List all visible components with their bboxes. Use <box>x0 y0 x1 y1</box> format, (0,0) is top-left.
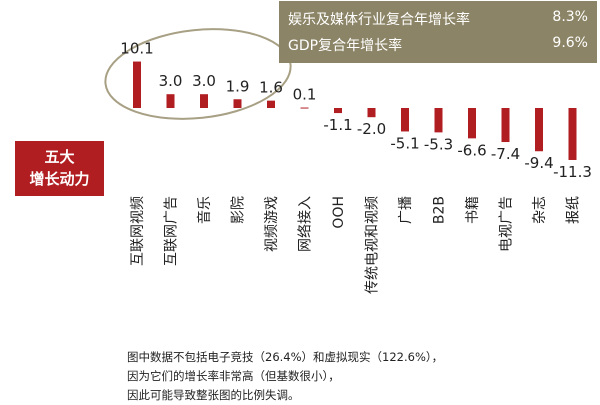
data-label: -11.3 <box>553 163 592 181</box>
bar <box>267 100 275 108</box>
category-label: 视频游戏 <box>264 196 280 252</box>
bar <box>233 99 242 108</box>
bar <box>568 108 577 160</box>
bar <box>334 108 342 114</box>
bar <box>535 108 543 152</box>
category-label: 报纸 <box>566 196 582 224</box>
category-label: 音乐 <box>196 196 213 224</box>
category-label: 电视广告 <box>499 196 515 252</box>
category-label: 互联网视频 <box>130 196 146 266</box>
highlight-ellipse <box>104 28 292 120</box>
footnote-line-2: 因为它们的增长率非常高（但基数很小）， <box>127 369 340 383</box>
data-label: 3.0 <box>159 72 183 90</box>
category-label: OOH <box>331 196 347 229</box>
category-label: 互联网广告 <box>164 196 180 266</box>
summary-value-gdp: 9.6% <box>552 35 588 51</box>
footnote: 图中数据不包括电子竞技（26.4%）和虚拟现实（122.6%）， 因为它们的增长… <box>127 348 587 405</box>
category-label: 网络接入 <box>297 196 314 252</box>
summary-label-gdp: GDP复合年增长率 <box>288 38 403 54</box>
data-label: -1.1 <box>323 116 352 134</box>
category-label: 书籍 <box>464 196 481 224</box>
bar <box>166 94 175 108</box>
data-label: -7.4 <box>491 145 520 163</box>
data-label: 0.1 <box>293 86 317 104</box>
bar <box>501 108 510 143</box>
cagr-summary-box: 娱乐及媒体行业复合年增长率 8.3% GDP复合年增长率 9.6% <box>279 1 597 63</box>
category-label: 杂志 <box>532 196 548 224</box>
footnote-line-3: 因此可能导致整张图的比例失调。 <box>127 388 300 402</box>
bar <box>133 61 141 108</box>
data-label: -5.1 <box>390 134 419 152</box>
bar <box>468 108 476 139</box>
summary-value-media: 8.3% <box>552 9 588 25</box>
category-label: 影院 <box>231 196 247 224</box>
footnote-line-1: 图中数据不包括电子竞技（26.4%）和虚拟现实（122.6%）， <box>127 350 444 364</box>
data-label: 10.1 <box>120 40 153 58</box>
bar <box>434 108 443 133</box>
summary-row-media: 娱乐及媒体行业复合年增长率 8.3% <box>288 9 588 31</box>
category-label: 传统电视和视频 <box>365 196 381 294</box>
data-label: -5.3 <box>424 135 453 153</box>
callout-line-2: 增长动力 <box>29 170 90 188</box>
category-label: 广播 <box>398 196 414 224</box>
data-label: -6.6 <box>457 141 486 159</box>
summary-label-media: 娱乐及媒体行业复合年增长率 <box>288 12 470 28</box>
summary-row-gdp: GDP复合年增长率 9.6% <box>288 35 588 57</box>
growth-drivers-callout: 五大 增长动力 <box>15 141 104 196</box>
data-label: -9.4 <box>524 154 553 172</box>
callout-line-1: 五大 <box>44 148 75 166</box>
data-label: 3.0 <box>192 72 216 90</box>
data-label: 1.9 <box>226 77 250 95</box>
data-label: 1.6 <box>259 79 283 97</box>
data-label: -2.0 <box>357 120 386 138</box>
bar <box>300 107 309 109</box>
bar <box>367 108 376 118</box>
bar <box>401 108 409 132</box>
bar <box>200 94 208 108</box>
category-label: B2B <box>432 196 448 224</box>
